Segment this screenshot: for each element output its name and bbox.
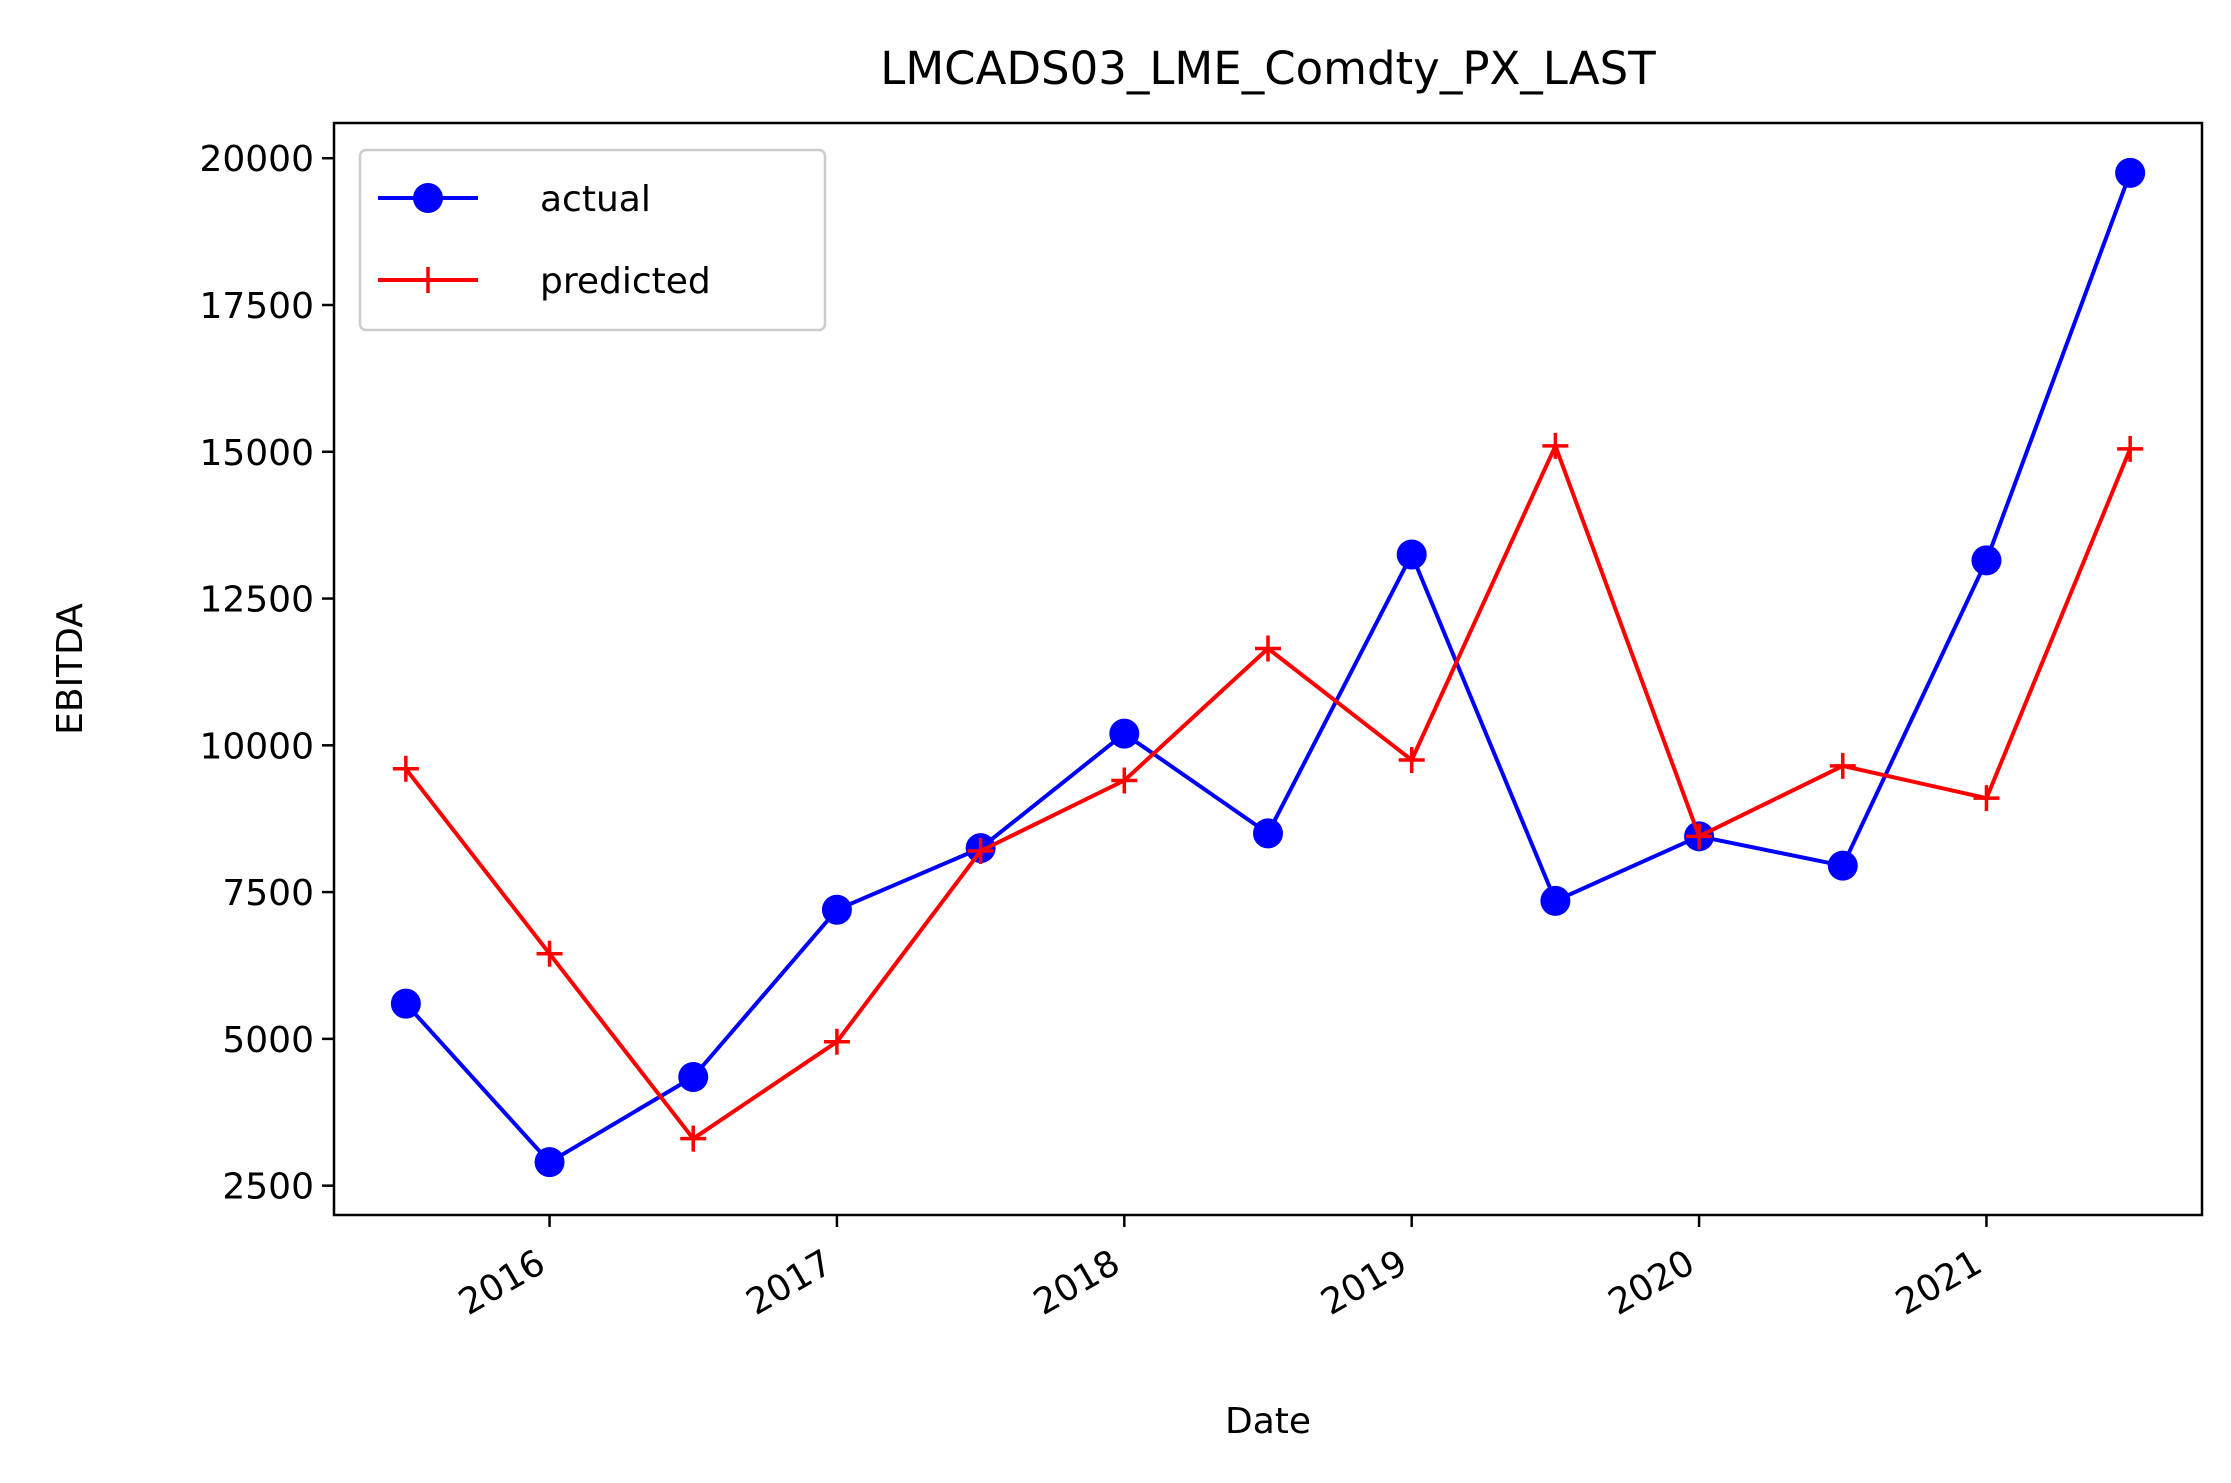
data-point	[1971, 545, 2002, 576]
data-point	[390, 988, 421, 1019]
data-point	[821, 894, 852, 925]
data-point	[2117, 435, 2144, 462]
y-tick-label: 10000	[199, 726, 314, 767]
legend-label: actual	[540, 179, 651, 220]
y-axis-ticks: 2500 5000 7500 10000 12500 15000 17500 20000	[199, 139, 334, 1208]
data-point	[1396, 539, 1427, 570]
y-tick-label: 2500	[222, 1167, 314, 1208]
data-point	[1540, 885, 1571, 916]
data-point	[1111, 767, 1138, 794]
y-axis-label: EBITDA	[50, 603, 91, 735]
data-point	[1827, 850, 1858, 881]
y-tick-label: 20000	[199, 139, 314, 180]
data-point	[678, 1062, 709, 1093]
data-point	[967, 838, 994, 864]
x-axis-label: Date	[1225, 1401, 1311, 1442]
data-point	[1973, 785, 2000, 812]
data-point	[2115, 157, 2146, 188]
y-tick-label: 17500	[199, 286, 314, 327]
plot-area	[332, 121, 2204, 1217]
y-tick-label: 5000	[222, 1020, 314, 1061]
data-point	[823, 1028, 850, 1055]
data-point	[1255, 635, 1281, 662]
data-point	[1253, 818, 1283, 849]
data-point	[680, 1125, 707, 1152]
series-actual	[390, 157, 2146, 1178]
series-predicted	[392, 432, 2144, 1152]
y-tick-label: 7500	[222, 873, 314, 914]
data-point	[1829, 752, 1856, 779]
y-tick-label: 12500	[199, 580, 314, 621]
legend-entry-predicted: predicted	[378, 261, 711, 302]
y-tick-label: 15000	[199, 433, 314, 474]
data-point	[1686, 823, 1713, 850]
legend-label: predicted	[540, 261, 711, 302]
data-point	[392, 755, 419, 782]
data-point	[1398, 747, 1425, 773]
data-point	[536, 940, 563, 967]
chart-title: LMCADS03_LME_Comdty_PX_LAST	[880, 42, 1656, 95]
legend-entry-actual: actual	[378, 179, 651, 220]
data-point	[534, 1147, 565, 1178]
legend-marker	[415, 267, 441, 293]
data-point	[1542, 432, 1569, 459]
legend-marker	[413, 183, 443, 213]
legend-box	[358, 148, 827, 332]
legend: actual predicted	[358, 148, 827, 332]
series-layer	[390, 157, 2146, 1178]
data-point	[1109, 718, 1140, 749]
